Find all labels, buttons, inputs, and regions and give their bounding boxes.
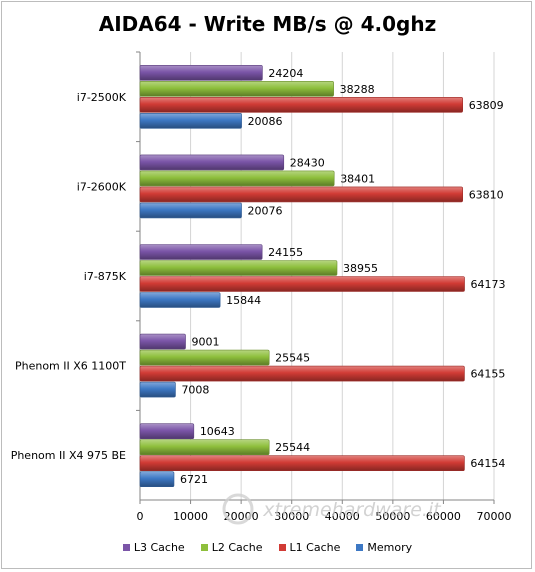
legend-label: Memory — [367, 541, 413, 554]
data-label: 24204 — [268, 67, 303, 80]
watermark-logo-icon — [222, 493, 254, 525]
bar-l3-cache — [139, 423, 195, 440]
legend-label: L3 Cache — [133, 541, 185, 554]
bar-l2-cache — [139, 170, 335, 187]
x-tick-label: 10000 — [173, 510, 208, 523]
x-tick-label: 40000 — [325, 510, 360, 523]
bar-l2-cache — [139, 439, 270, 456]
legend-label: L1 Cache — [289, 541, 341, 554]
bar-l1-cache — [139, 186, 463, 203]
data-label: 38401 — [340, 172, 375, 185]
data-label: 38288 — [340, 83, 375, 96]
category-label: i7-2500K — [77, 91, 127, 104]
category-label: i7-2600K — [77, 180, 127, 193]
data-label: 20086 — [248, 115, 283, 128]
data-label: 20076 — [248, 204, 283, 217]
legend-item: L1 Cache — [278, 541, 341, 554]
bar-memory — [139, 381, 176, 398]
data-label: 25545 — [275, 352, 310, 365]
legend-label: L2 Cache — [211, 541, 263, 554]
data-label: 63809 — [469, 99, 504, 112]
bar-l3-cache — [139, 244, 263, 260]
bar-l1-cache — [139, 455, 465, 472]
data-label: 64154 — [470, 457, 505, 470]
legend-swatch — [200, 544, 208, 551]
bar-memory — [139, 202, 242, 219]
x-tick-label: 0 — [137, 510, 144, 523]
data-label: 64155 — [470, 368, 505, 381]
data-label: 24155 — [268, 246, 303, 259]
bar-memory — [139, 471, 175, 488]
bar-l3-cache — [139, 154, 285, 171]
bar-memory — [139, 113, 242, 129]
data-label: 38955 — [343, 262, 378, 275]
data-label: 25544 — [275, 441, 310, 454]
watermark: xtremehardware.it — [262, 499, 442, 521]
data-label: 64173 — [471, 278, 506, 291]
data-label: 63810 — [469, 188, 504, 201]
x-tick-label: 30000 — [274, 510, 309, 523]
x-tick-label: 50000 — [375, 510, 410, 523]
data-label: 6721 — [180, 473, 208, 486]
data-label: 10643 — [200, 425, 235, 438]
bar-l1-cache — [139, 97, 463, 113]
legend-swatch — [278, 544, 286, 551]
bar-l2-cache — [139, 349, 270, 366]
bar-memory — [139, 292, 221, 308]
legend-swatch — [122, 544, 130, 551]
bar-l1-cache — [139, 365, 465, 382]
x-tick-label: 70000 — [477, 510, 512, 523]
bar-l3-cache — [139, 65, 263, 81]
legend-item: Memory — [356, 541, 412, 554]
legend: L3 Cache L2 Cache L1 Cache Memory — [0, 541, 535, 554]
legend-item: L2 Cache — [200, 541, 263, 554]
legend-item: L3 Cache — [122, 541, 185, 554]
category-label: i7-875K — [84, 270, 127, 283]
bar-l1-cache — [139, 276, 465, 292]
chart-title: AIDA64 - Write MB/s @ 4.0ghz — [98, 12, 437, 36]
data-label: 28430 — [290, 156, 325, 169]
legend-swatch — [356, 544, 364, 551]
category-label: Phenom II X4 975 BE — [11, 449, 126, 462]
data-label: 9001 — [192, 336, 220, 349]
x-tick-label: 60000 — [426, 510, 461, 523]
plot-area: 0 10000 20000 30000 40000 50000 60000 70000xtre… — [11, 51, 512, 525]
data-label: 7008 — [181, 384, 209, 397]
bar-l2-cache — [139, 81, 334, 97]
bar-l3-cache — [139, 333, 186, 350]
category-label: Phenom II X6 1100T — [15, 360, 126, 373]
data-label: 15844 — [226, 294, 261, 307]
bar-l2-cache — [139, 260, 338, 276]
